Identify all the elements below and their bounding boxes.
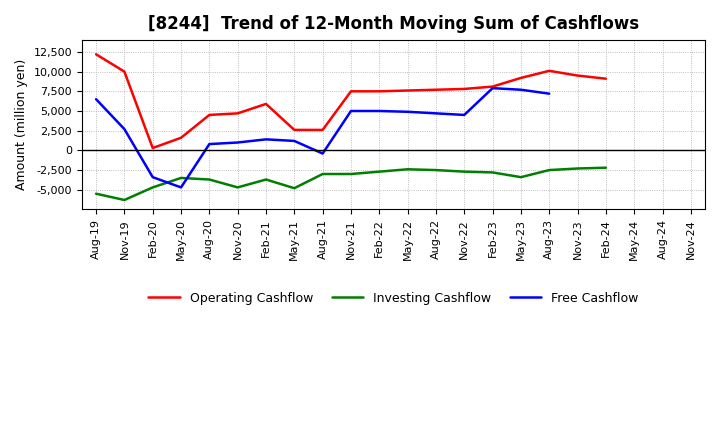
Free Cashflow [516,87,525,92]
Operating Cashflow [460,86,469,92]
Investing Cashflow [375,169,384,174]
Legend: Operating Cashflow, Investing Cashflow, Free Cashflow: Operating Cashflow, Investing Cashflow, … [143,287,644,310]
Operating Cashflow [233,111,242,116]
Investing Cashflow [233,185,242,190]
Investing Cashflow [261,177,270,182]
Operating Cashflow [573,73,582,78]
Free Cashflow [346,108,355,114]
Free Cashflow [460,112,469,117]
Operating Cashflow [403,88,412,93]
Investing Cashflow [516,175,525,180]
Investing Cashflow [488,170,497,175]
Investing Cashflow [205,177,214,182]
Free Cashflow [403,109,412,114]
Investing Cashflow [120,198,129,203]
Operating Cashflow [91,51,100,57]
Free Cashflow [545,91,554,96]
Investing Cashflow [148,185,157,190]
Free Cashflow [488,85,497,91]
Operating Cashflow [545,68,554,73]
Investing Cashflow [290,186,299,191]
Line: Operating Cashflow: Operating Cashflow [96,54,606,148]
Free Cashflow [120,126,129,132]
Operating Cashflow [120,69,129,74]
Investing Cashflow [403,167,412,172]
Operating Cashflow [290,127,299,132]
Operating Cashflow [346,89,355,94]
Operating Cashflow [176,135,185,140]
Investing Cashflow [431,168,440,173]
Investing Cashflow [346,171,355,176]
Investing Cashflow [601,165,610,170]
Operating Cashflow [488,84,497,89]
Investing Cashflow [91,191,100,196]
Free Cashflow [91,96,100,102]
Free Cashflow [318,151,327,156]
Operating Cashflow [205,112,214,117]
Investing Cashflow [318,171,327,176]
Operating Cashflow [601,76,610,81]
Free Cashflow [205,141,214,147]
Investing Cashflow [176,175,185,180]
Free Cashflow [233,140,242,145]
Operating Cashflow [261,101,270,106]
Investing Cashflow [460,169,469,174]
Operating Cashflow [431,87,440,92]
Operating Cashflow [148,145,157,150]
Operating Cashflow [516,75,525,81]
Line: Free Cashflow: Free Cashflow [96,88,549,187]
Free Cashflow [261,137,270,142]
Y-axis label: Amount (million yen): Amount (million yen) [15,59,28,191]
Investing Cashflow [573,166,582,171]
Line: Investing Cashflow: Investing Cashflow [96,168,606,200]
Free Cashflow [375,108,384,114]
Free Cashflow [290,138,299,143]
Free Cashflow [176,185,185,190]
Investing Cashflow [545,168,554,173]
Free Cashflow [148,175,157,180]
Operating Cashflow [375,89,384,94]
Operating Cashflow [318,127,327,132]
Free Cashflow [431,111,440,116]
Title: [8244]  Trend of 12-Month Moving Sum of Cashflows: [8244] Trend of 12-Month Moving Sum of C… [148,15,639,33]
